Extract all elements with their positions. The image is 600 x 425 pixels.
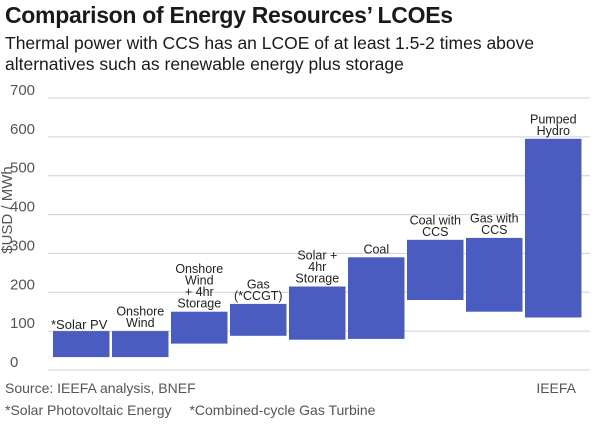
bar-7 [407, 239, 464, 300]
footnote-solar: *Solar Photovoltaic Energy [5, 402, 172, 418]
y-tick-label: 200 [10, 276, 35, 293]
source-note: Source: IEEFA analysis, BNEF [5, 380, 196, 396]
y-tick-label: 500 [10, 160, 35, 177]
bar-2 [112, 331, 169, 358]
bar-1 [53, 331, 110, 358]
bar-5 [289, 286, 346, 340]
footnotes: *Solar Photovoltaic Energy *Combined-cyc… [5, 402, 375, 418]
bar-label: Gas with [470, 211, 519, 225]
y-tick-label: 0 [10, 354, 18, 371]
bar-label: Onshore [175, 262, 223, 276]
bar-label: Coal with [410, 213, 461, 227]
bar-label: + 4hr [185, 285, 214, 299]
y-axis-ticks: 0 100 200 300 400 500 600 700 [10, 82, 35, 371]
bar-9 [525, 138, 582, 318]
y-tick-label: 100 [10, 315, 35, 332]
footnote-ccgt: *Combined-cycle Gas Turbine [189, 402, 376, 418]
bar-label: Pumped [530, 112, 577, 126]
bar-label: (*CCGT) [234, 289, 283, 303]
brand-label: IEEFA [536, 380, 576, 396]
bar-3 [171, 311, 228, 344]
y-tick-label: 300 [10, 237, 35, 254]
bar-label: Solar + [297, 249, 337, 263]
bar-6 [348, 257, 405, 339]
y-tick-label: 600 [10, 121, 35, 138]
chart-title: Comparison of Energy Resources’ LCOEs [5, 2, 453, 28]
bars [53, 138, 582, 358]
bar-label: Onshore [116, 305, 164, 319]
bar-label: Wind [126, 316, 155, 330]
bar-label: Storage [295, 272, 339, 286]
bar-4 [230, 303, 287, 336]
bar-label: Wind [185, 274, 214, 288]
bar-label: Hydro [537, 124, 570, 138]
bar-8 [466, 237, 523, 312]
y-tick-label: 400 [10, 199, 35, 216]
bar-label: Gas [247, 277, 270, 291]
y-tick-label: 700 [10, 82, 35, 99]
bar-label: Coal [363, 242, 389, 256]
bar-label: Storage [177, 297, 221, 311]
bar-label: CCS [481, 223, 507, 237]
y-axis-label: $USD / MWh [0, 166, 16, 254]
bar-label: 4hr [308, 260, 326, 274]
bar-label: CCS [422, 225, 448, 239]
chart-subtitle: Thermal power with CCS has an LCOE of at… [5, 33, 535, 74]
bar-label: *Solar PV [51, 317, 108, 332]
